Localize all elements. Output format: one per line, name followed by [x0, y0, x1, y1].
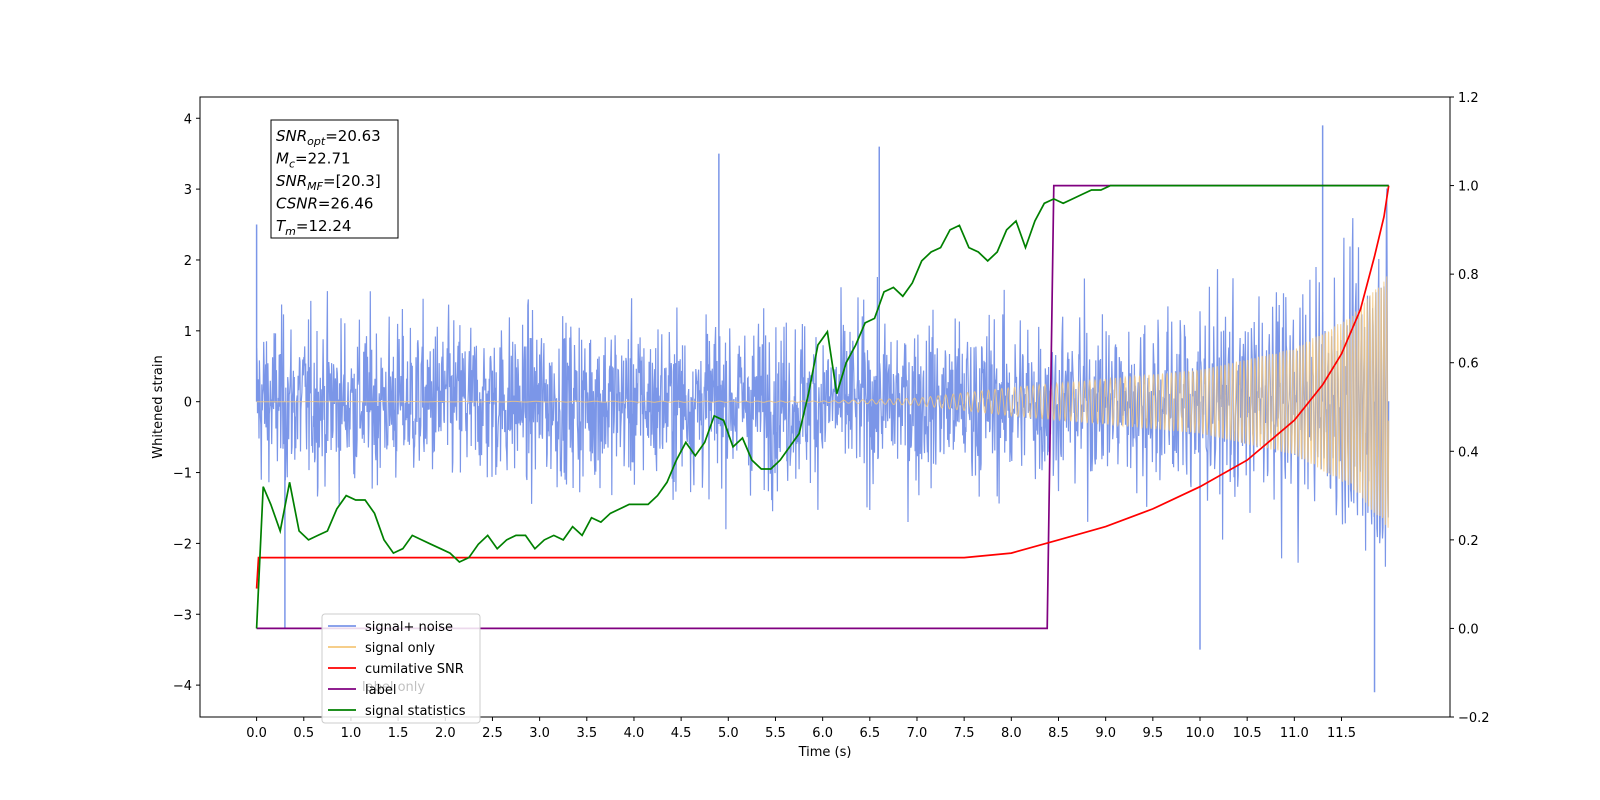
y-tick-label: −3: [173, 608, 192, 623]
series-signal-only-line: [256, 276, 1390, 528]
y-tick-label: 2: [184, 254, 192, 269]
y2-tick-label: −0.2: [1458, 711, 1490, 726]
annotation-line: SNRopt=20.63: [276, 127, 381, 148]
annotation-line: Tm=12.24: [276, 217, 351, 238]
y2-tick-label: 0.2: [1458, 534, 1479, 549]
x-tick-label: 7.0: [907, 726, 928, 741]
series-signal-statistics-line: [255, 184, 1389, 629]
y-axis-label: Whitened strain: [151, 355, 166, 458]
legend-entry-label: cumilative SNR: [365, 662, 464, 677]
legend: label only signal+ noise signal only cumila…: [321, 613, 481, 724]
legend-entry-label: signal statistics: [365, 704, 466, 719]
x-tick-label: 3.0: [529, 726, 550, 741]
legend-entry-label: label: [365, 683, 396, 698]
x-tick-label: 3.5: [576, 726, 597, 741]
x-tick-label: 11.0: [1280, 726, 1309, 741]
x-tick-label: 6.0: [812, 726, 833, 741]
x-tick-label: 5.5: [765, 726, 786, 741]
plot-frame: [199, 96, 1451, 718]
y-tick-label: 1: [184, 325, 192, 340]
x-tick-label: 8.0: [1001, 726, 1022, 741]
x-tick-label: 2.0: [435, 726, 456, 741]
y-tick-label: −4: [173, 679, 192, 694]
x-tick-label: 1.0: [341, 726, 362, 741]
x-tick-label: 2.5: [482, 726, 503, 741]
x-tick-label: 9.0: [1095, 726, 1116, 741]
x-tick-label: 6.5: [859, 726, 880, 741]
annotation-line: CSNR=26.46: [276, 195, 373, 213]
y2-tick-label: 0.0: [1458, 622, 1479, 637]
y2-tick-label: 0.8: [1458, 268, 1479, 283]
x-tick-label: 0.0: [246, 726, 267, 741]
x-tick-label: 11.5: [1327, 726, 1356, 741]
series-cumulative-snr-line: [255, 185, 1390, 589]
x-tick-label: 1.5: [388, 726, 409, 741]
x-axis-label: Time (s): [798, 745, 852, 760]
annotation-line: Mc=22.71: [276, 150, 351, 171]
legend-hidden-text: label only: [362, 680, 425, 695]
y2-tick-label: 0.4: [1458, 445, 1479, 460]
y-tick-label: 4: [184, 112, 192, 127]
y2-tick-label: 0.6: [1458, 357, 1479, 372]
x-tick-label: 9.5: [1142, 726, 1163, 741]
y-tick-label: −1: [173, 467, 192, 482]
legend-entry-label: signal only: [365, 641, 435, 656]
legend-entry-label: signal+ noise: [365, 620, 453, 635]
x-tick-label: 0.5: [293, 726, 314, 741]
x-tick-label: 8.5: [1048, 726, 1069, 741]
x-tick-label: 7.5: [954, 726, 975, 741]
y-tick-label: 0: [184, 396, 192, 411]
y-tick-label: −2: [173, 537, 192, 552]
x-tick-label: 10.5: [1233, 726, 1262, 741]
series-signal-noise-line: [256, 188, 1390, 567]
x-tick-label: 4.5: [671, 726, 692, 741]
x-tick-label: 10.0: [1186, 726, 1215, 741]
y-tick-label: 3: [184, 183, 192, 198]
annotation-line: SNRMF=[20.3]: [276, 172, 381, 193]
y2-tick-label: 1.0: [1458, 180, 1479, 195]
legend-frame: [321, 613, 481, 724]
x-tick-label: 4.0: [624, 726, 645, 741]
x-tick-label: 5.0: [718, 726, 739, 741]
annotation-frame: [270, 119, 399, 239]
y2-tick-label: 1.2: [1458, 91, 1479, 106]
